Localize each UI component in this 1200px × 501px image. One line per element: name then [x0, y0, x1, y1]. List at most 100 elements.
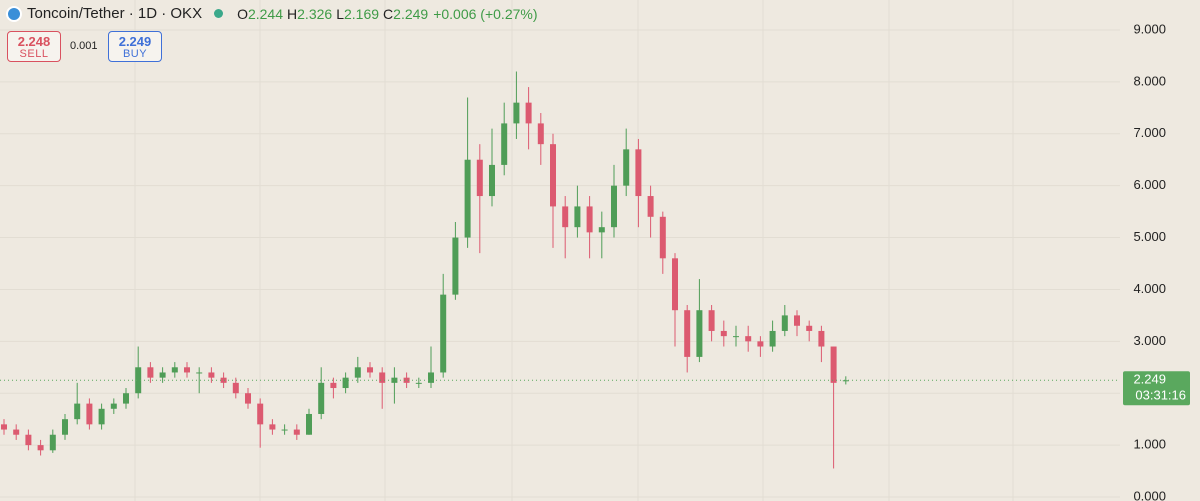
candle-body — [696, 310, 703, 357]
y-tick-label: 6.000 — [1133, 177, 1166, 192]
symbol-header: Toncoin/Tether · 1D · OKX O 2.244 H 2.326 … — [6, 5, 538, 22]
candle-body — [415, 382, 422, 384]
candle-body — [708, 310, 715, 331]
candle-body — [342, 377, 349, 389]
candle-body — [733, 336, 739, 338]
candle-body — [208, 372, 215, 378]
vertical-grid — [134, 0, 1014, 501]
candle-body — [647, 196, 654, 217]
candle-body — [537, 123, 544, 145]
candle-body — [794, 315, 800, 326]
candle-body — [184, 367, 190, 373]
candle-body — [623, 149, 630, 186]
candle-body — [525, 102, 532, 124]
last-price-label: 2.249 — [1133, 372, 1166, 387]
candle-body — [98, 408, 105, 425]
candle-body — [550, 144, 556, 207]
candle-body — [659, 216, 666, 259]
candle-body — [281, 429, 288, 431]
candle-body — [330, 382, 337, 389]
candle-body — [220, 377, 227, 383]
candle-body — [611, 185, 617, 228]
candle-body — [196, 372, 203, 374]
last-price-box — [1123, 371, 1190, 406]
candle-body — [464, 159, 471, 238]
c-value: 2.249 — [393, 5, 429, 22]
candle-body — [318, 382, 325, 414]
candle-body — [586, 206, 593, 233]
symbol[interactable]: Toncoin/Tether · 1D · OKX — [27, 5, 203, 22]
sell-button[interactable]: 2.248 SELL — [7, 31, 61, 62]
candle-body — [672, 258, 678, 311]
candle-body — [159, 372, 166, 378]
candle-body — [86, 403, 93, 425]
sell-label: SELL — [19, 48, 49, 60]
candle-body — [598, 227, 605, 233]
candle-body — [830, 346, 837, 383]
candle-body — [269, 424, 276, 430]
y-tick-label: 4.000 — [1133, 281, 1166, 296]
candle-body — [1, 424, 7, 430]
o-value: 2.244 — [247, 5, 284, 22]
o-label: O — [237, 5, 248, 22]
candle-body — [452, 237, 459, 295]
candle-body — [769, 330, 776, 347]
buy-button[interactable]: 2.249 BUY — [108, 31, 162, 62]
candle-body — [367, 367, 373, 373]
candle-body — [25, 434, 32, 446]
candle-body — [476, 159, 483, 197]
y-tick-label: 9.000 — [1133, 21, 1166, 36]
candle-body — [501, 123, 508, 165]
candle-body — [562, 206, 569, 228]
y-tick-label: 7.000 — [1133, 125, 1166, 140]
candle-body — [37, 445, 44, 451]
y-tick-label: 8.000 — [1133, 73, 1166, 88]
l-value: 2.169 — [343, 5, 380, 22]
candle-body — [818, 330, 825, 347]
candle-body — [391, 377, 398, 383]
candle-body — [684, 310, 691, 357]
h-value: 2.326 — [297, 5, 333, 22]
candle-body — [781, 315, 788, 331]
candle-body — [403, 377, 410, 383]
symbol-icon — [6, 5, 22, 22]
y-tick-label: 1.000 — [1133, 437, 1166, 452]
candle-body — [379, 372, 386, 383]
candle-body — [49, 434, 56, 451]
candle-body — [74, 403, 81, 420]
market-status — [214, 9, 224, 18]
candle-body — [110, 403, 117, 409]
candle-body — [306, 413, 312, 435]
candle-body — [489, 164, 495, 197]
candle-body — [440, 294, 447, 373]
y-tick-label: 5.000 — [1133, 229, 1166, 244]
candle-body — [13, 429, 20, 435]
buy-label: BUY — [122, 48, 148, 60]
candle-body — [513, 102, 520, 124]
candle-body — [745, 336, 752, 342]
candle-body — [842, 380, 849, 382]
buy-price: 2.249 — [118, 34, 152, 49]
candle-body — [720, 330, 727, 337]
candle-body — [806, 325, 813, 331]
countdown: 03:31:16 — [1135, 388, 1186, 403]
candle-body — [354, 367, 361, 378]
candle-body — [232, 382, 239, 394]
change: +0.006 (+0.27%) — [433, 5, 538, 22]
y-tick-label: 0.000 — [1133, 488, 1166, 501]
candle-body — [293, 429, 300, 435]
candle-body — [135, 367, 142, 394]
candle-body — [62, 419, 68, 435]
candle-body — [245, 393, 251, 404]
sell-price: 2.248 — [17, 34, 51, 49]
l-label: L — [336, 5, 344, 22]
candle-body — [147, 367, 154, 378]
candle-body — [171, 367, 178, 373]
h-label: H — [287, 5, 298, 22]
candle-body — [635, 149, 642, 197]
candle-body — [257, 403, 264, 425]
candle-body — [757, 341, 764, 347]
spread: 0.001 — [70, 40, 98, 52]
